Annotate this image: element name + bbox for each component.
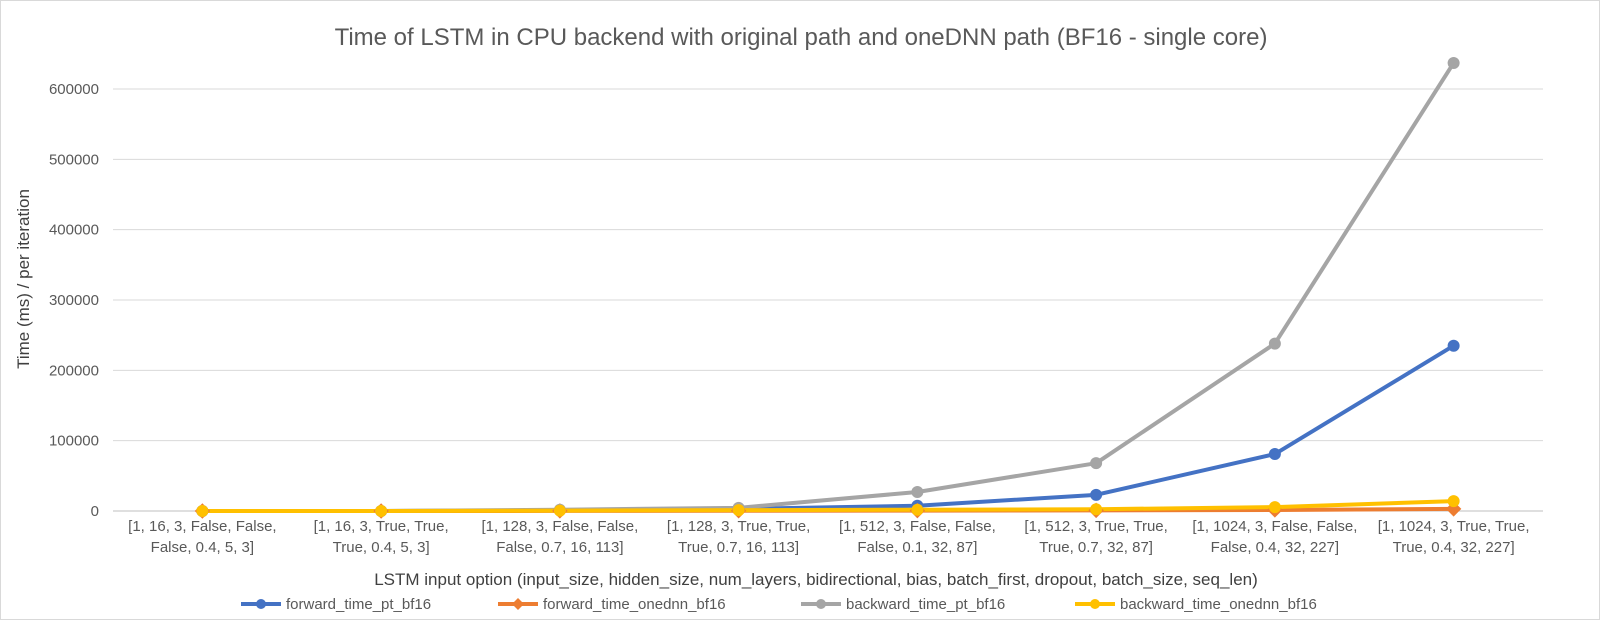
series-line-backward_time_onednn_bf16 <box>200 499 1456 513</box>
series-lines <box>200 60 1456 513</box>
data-point <box>1090 503 1103 516</box>
y-axis-ticks: 0 100000 200000 300000 400000 500000 600000 <box>49 81 99 520</box>
x-tick-label: [1, 1024, 3, False, False, False, 0.4, 32… <box>1192 518 1357 556</box>
x-tick-label: [1, 16, 3, True, True, True, 0.4, 5, 3] <box>314 518 449 556</box>
legend-label: forward_time_onednn_bf16 <box>543 596 726 613</box>
y-tick-label: 300000 <box>49 292 99 309</box>
x-tick-label: [1, 1024, 3, True, True, True, 0.4, 32, 2… <box>1378 518 1530 556</box>
data-point <box>1090 457 1103 470</box>
x-tick-label: [1, 512, 3, False, False, False, 0.1, 32,… <box>839 518 996 556</box>
data-point <box>1447 56 1460 69</box>
legend-label: backward_time_onednn_bf16 <box>1120 596 1317 613</box>
x-axis-categories: [1, 16, 3, False, False, False, 0.4, 5, 3… <box>128 518 1529 556</box>
data-point <box>732 504 745 517</box>
data-point <box>911 503 924 516</box>
series-line-backward_time_pt_bf16 <box>200 60 1456 513</box>
y-tick-label: 0 <box>91 503 99 520</box>
series-markers <box>194 56 1462 519</box>
data-point <box>553 504 566 517</box>
data-point <box>1447 495 1460 508</box>
x-tick-label: [1, 512, 3, True, True, True, 0.7, 32, 87… <box>1024 518 1167 556</box>
y-tick-label: 100000 <box>49 433 99 450</box>
data-point <box>1090 488 1103 501</box>
x-tick-label: [1, 16, 3, False, False, False, 0.4, 5, 3… <box>128 518 276 556</box>
y-tick-label: 400000 <box>49 222 99 239</box>
legend-label: backward_time_pt_bf16 <box>846 596 1005 613</box>
data-point <box>375 504 388 517</box>
x-axis-label: LSTM input option (input_size, hidden_si… <box>374 570 1258 589</box>
data-point <box>1268 501 1281 514</box>
gridlines <box>113 88 1543 512</box>
x-tick-label: [1, 128, 3, False, False, False, 0.7, 16,… <box>482 518 639 556</box>
x-tick-label: [1, 128, 3, True, True, True, 0.7, 16, 11… <box>667 518 810 556</box>
y-axis-label: Time (ms) / per iteration <box>14 189 33 369</box>
y-tick-label: 200000 <box>49 362 99 379</box>
y-tick-label: 500000 <box>49 151 99 168</box>
legend-marker <box>512 598 524 610</box>
legend: forward_time_pt_bf16 forward_time_onednn_… <box>241 596 1317 613</box>
data-point <box>196 504 209 517</box>
data-point <box>1268 448 1281 461</box>
legend-marker <box>816 599 826 609</box>
chart-title: Time of LSTM in CPU backend with origina… <box>335 24 1268 51</box>
legend-marker <box>1090 599 1100 609</box>
data-point <box>911 486 924 499</box>
y-tick-label: 600000 <box>49 81 99 98</box>
legend-label: forward_time_pt_bf16 <box>286 596 431 613</box>
legend-marker <box>256 599 266 609</box>
data-point <box>1447 339 1460 352</box>
data-point <box>1268 337 1281 350</box>
